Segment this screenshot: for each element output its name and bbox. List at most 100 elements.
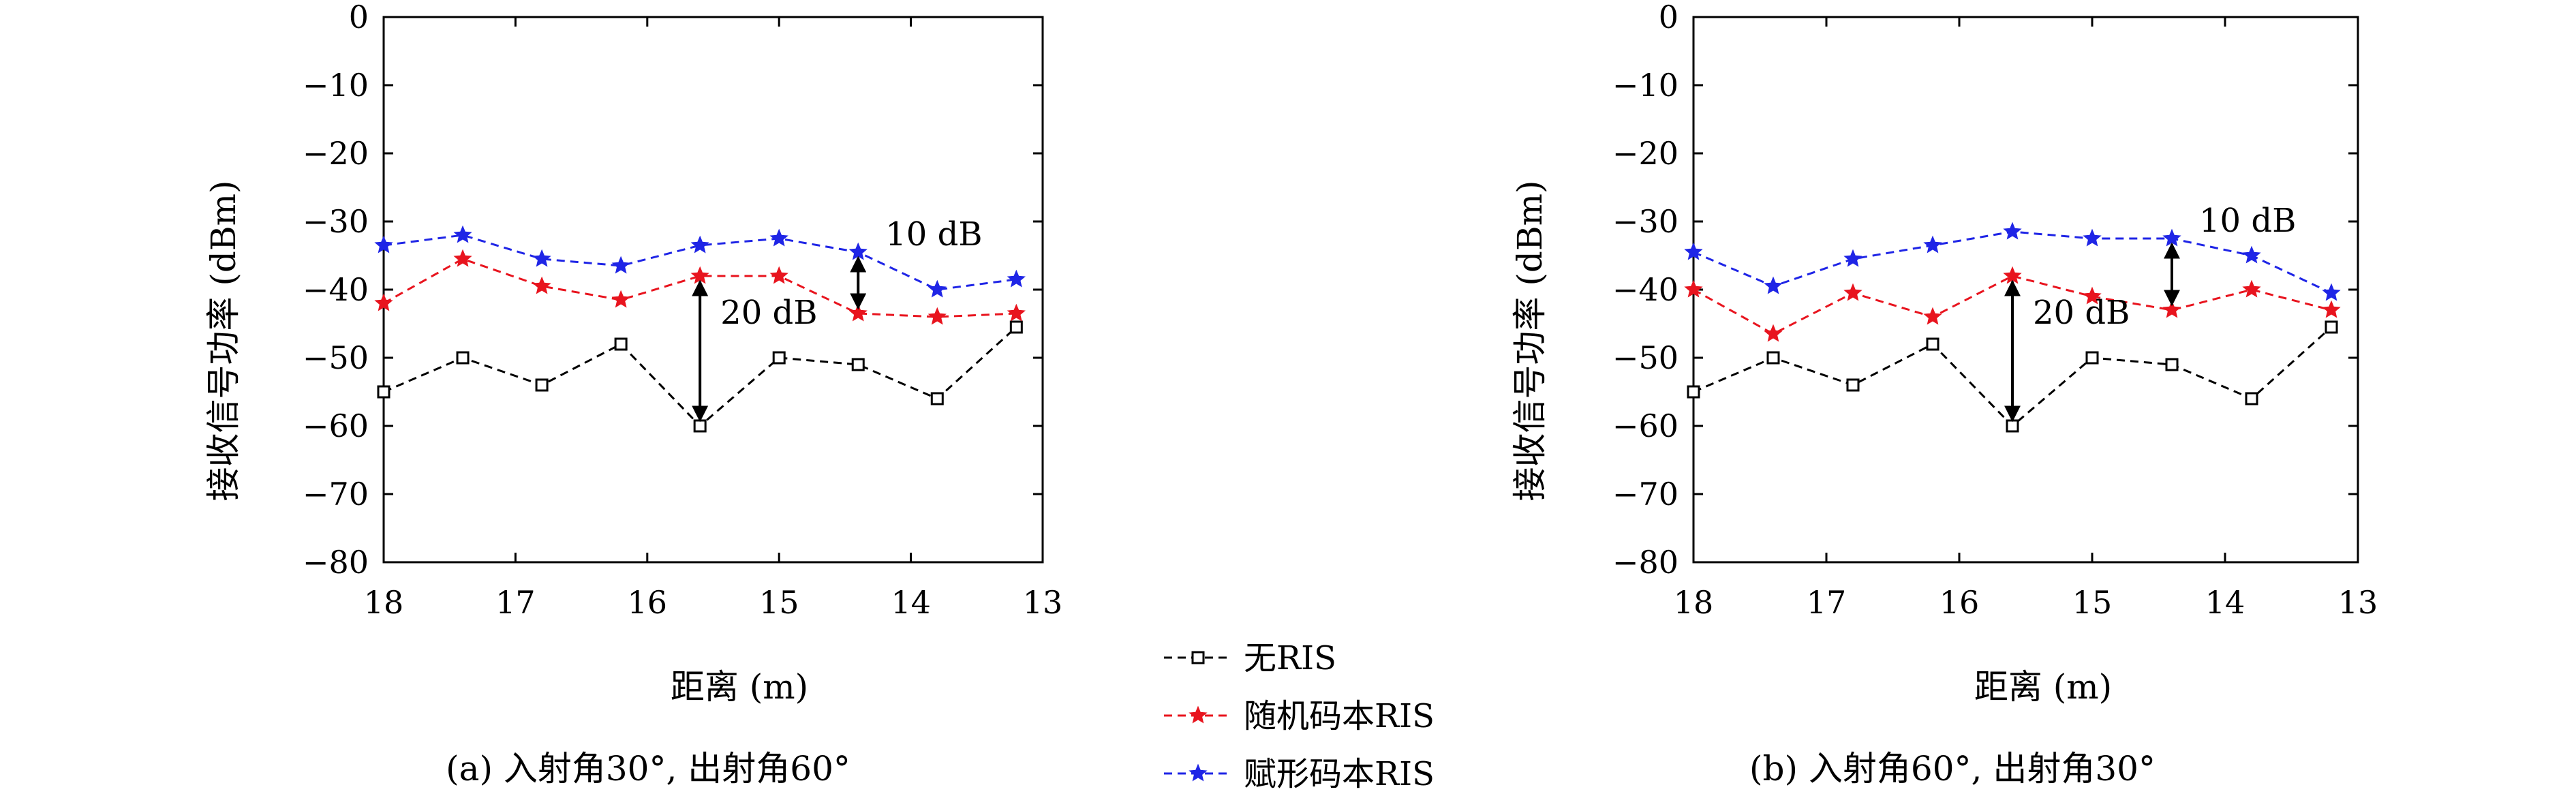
data-point — [453, 225, 472, 243]
data-point — [1923, 307, 1942, 325]
x-tick-label: 17 — [495, 584, 536, 621]
data-point — [374, 235, 393, 254]
data-point — [453, 249, 472, 267]
data-point — [772, 351, 786, 365]
data-point — [535, 378, 549, 392]
data-point — [2003, 266, 2022, 284]
x-axis-label-b: 距离 (m) — [1974, 667, 2112, 707]
y-tick-label: −70 — [303, 476, 369, 512]
data-point — [690, 235, 709, 254]
x-tick-label: 14 — [2205, 584, 2245, 621]
plot-frame — [1692, 16, 2359, 564]
data-point — [611, 256, 630, 274]
data-point — [769, 266, 788, 284]
x-tick-label: 13 — [2338, 584, 2378, 621]
legend-marker — [1189, 705, 1208, 724]
x-tick-label: 15 — [759, 584, 799, 621]
data-point — [851, 358, 865, 371]
data-point — [614, 337, 628, 351]
data-point — [2165, 358, 2179, 371]
data-point — [2006, 419, 2019, 433]
y-tick-label: −80 — [1612, 544, 1678, 581]
y-tick-label: 0 — [1659, 0, 1678, 35]
data-point — [2083, 286, 2102, 305]
data-point — [377, 385, 390, 399]
data-point — [2322, 283, 2341, 301]
data-point — [2325, 320, 2338, 334]
x-tick-label: 18 — [1674, 584, 1714, 621]
x-tick-label: 14 — [891, 584, 931, 621]
annotation-label: 10 dB — [885, 215, 982, 254]
x-tick-label: 15 — [2072, 584, 2113, 621]
legend-label: 赋形码本RIS — [1244, 755, 1435, 793]
data-point — [456, 351, 470, 365]
y-tick-label: −40 — [1612, 271, 1678, 308]
data-point — [532, 276, 551, 294]
data-point — [2242, 279, 2261, 298]
x-tick-label: 18 — [364, 584, 404, 621]
data-point — [1764, 324, 1783, 342]
annotation-label: 20 dB — [2033, 294, 2130, 332]
y-tick-label: −20 — [1612, 135, 1678, 172]
annotation-label: 10 dB — [2199, 202, 2296, 240]
data-point — [2322, 300, 2341, 318]
caption-a: (a) 入射角30°, 出射角60° — [446, 749, 850, 788]
data-point — [1687, 385, 1700, 399]
data-point — [1007, 269, 1026, 288]
data-point — [927, 279, 947, 298]
y-tick-label: −60 — [303, 408, 369, 444]
legend-marker — [1191, 651, 1205, 664]
data-point — [693, 419, 707, 433]
x-axis-label-a: 距离 (m) — [671, 667, 808, 707]
data-point — [848, 242, 868, 260]
y-tick-label: −80 — [303, 544, 369, 581]
y-axis-label-a: 接收信号功率 (dBm) — [204, 180, 243, 501]
data-point — [1764, 276, 1783, 294]
data-point — [1843, 283, 1862, 301]
y-tick-label: −70 — [1612, 476, 1678, 512]
legend-marker — [1189, 763, 1208, 782]
x-tick-label: 16 — [1939, 584, 1980, 621]
legend-label: 无RIS — [1244, 639, 1336, 677]
data-point — [2162, 300, 2181, 318]
caption-b: (b) 入射角60°, 出射角30° — [1749, 749, 2156, 788]
annotation-label: 20 dB — [720, 294, 817, 332]
y-tick-label: −50 — [1612, 339, 1678, 376]
x-tick-label: 17 — [1807, 584, 1847, 621]
data-point — [2162, 228, 2181, 247]
y-tick-label: −60 — [1612, 408, 1678, 444]
data-point — [2083, 228, 2102, 247]
legend: 无RIS 随机码本RIS 赋形码本RIS — [1164, 639, 1435, 793]
data-point — [690, 266, 709, 284]
data-point — [1007, 303, 1026, 322]
data-point — [611, 290, 630, 308]
data-point — [1923, 235, 1942, 254]
data-point — [1846, 378, 1860, 392]
y-tick-label: −50 — [303, 339, 369, 376]
data-point — [1766, 351, 1780, 365]
data-point — [1843, 249, 1862, 267]
y-tick-label: −30 — [303, 203, 369, 240]
data-point — [2085, 351, 2099, 365]
y-tick-label: −30 — [1612, 203, 1678, 240]
data-point — [927, 307, 947, 325]
y-tick-label: −20 — [303, 135, 369, 172]
data-point — [374, 293, 393, 311]
y-tick-label: −40 — [303, 271, 369, 308]
y-tick-label: −10 — [1612, 67, 1678, 104]
data-point — [2245, 392, 2258, 405]
data-point — [2242, 245, 2261, 264]
y-axis-label-b: 接收信号功率 (dBm) — [1510, 180, 1550, 501]
x-tick-label: 13 — [1023, 584, 1063, 621]
data-point — [1926, 337, 1939, 351]
legend-label: 随机码本RIS — [1244, 697, 1435, 735]
data-point — [848, 303, 868, 322]
x-tick-label: 16 — [628, 584, 668, 621]
data-point — [1684, 279, 1703, 298]
data-point — [769, 228, 788, 247]
